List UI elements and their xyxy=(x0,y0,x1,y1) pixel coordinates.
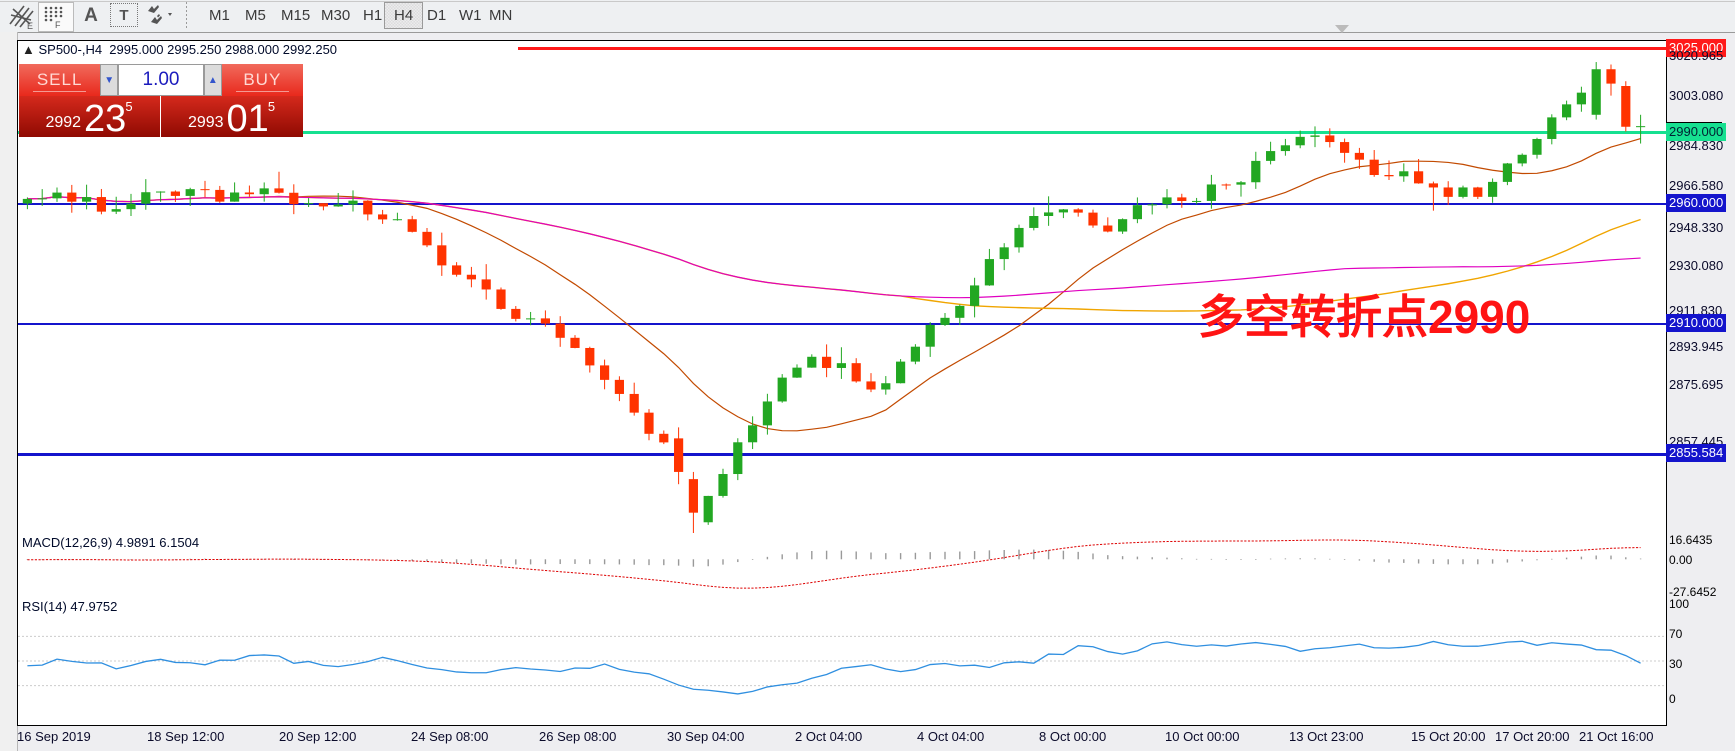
svg-text:F: F xyxy=(55,20,61,29)
svg-text:E: E xyxy=(27,21,33,30)
